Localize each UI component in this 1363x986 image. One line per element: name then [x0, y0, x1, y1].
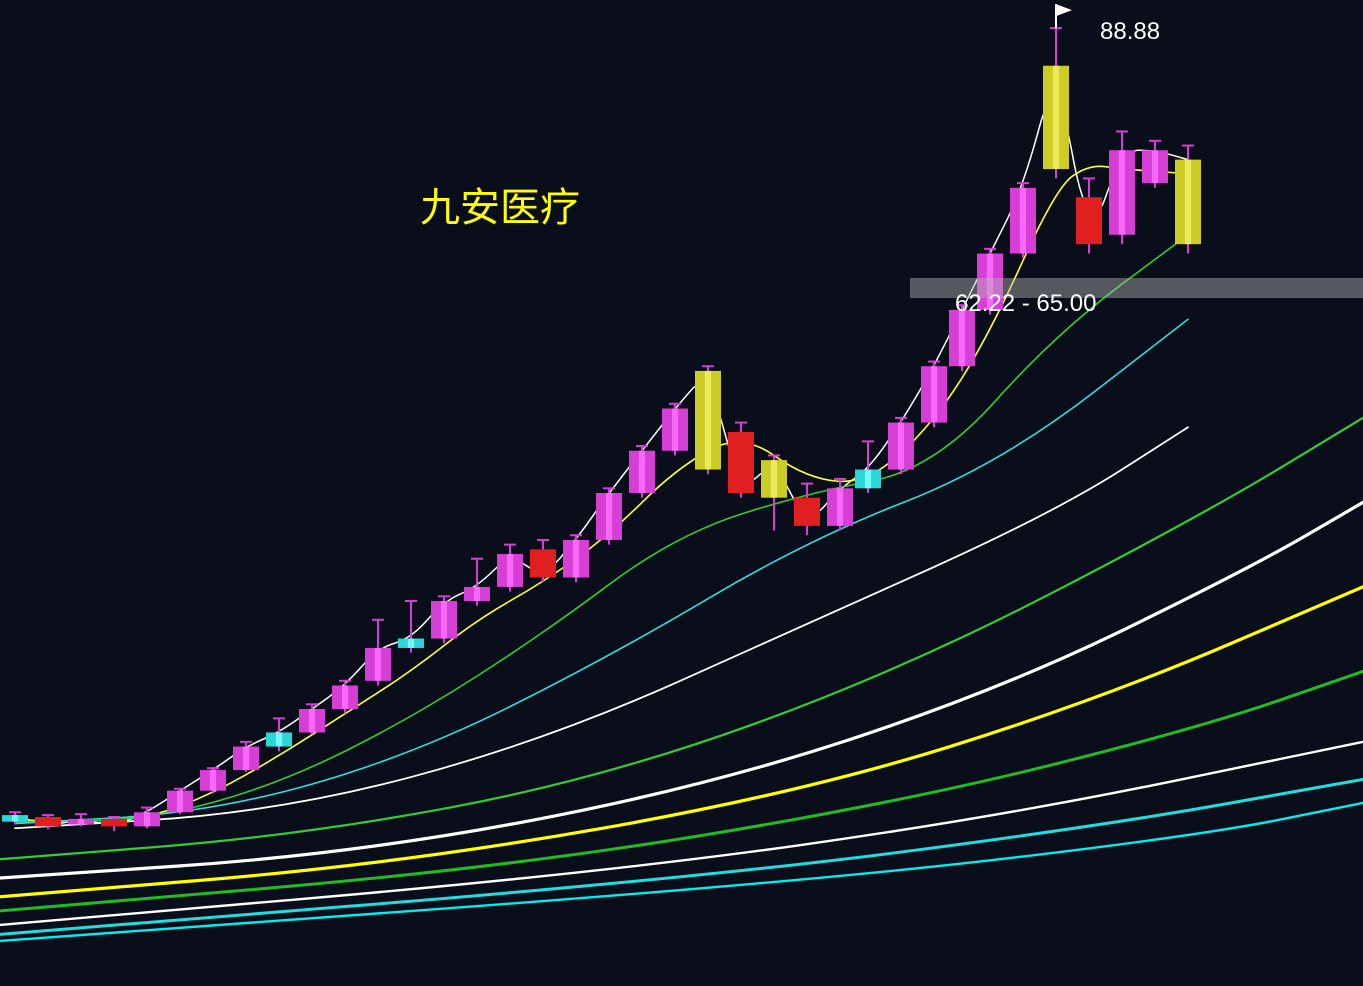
- ma250b: [0, 779, 1363, 934]
- ma20: [15, 319, 1188, 823]
- ma30: [15, 427, 1188, 828]
- ma250a: [0, 742, 1363, 925]
- candle-body: [530, 549, 556, 577]
- candle-body: [1076, 197, 1102, 244]
- ma180: [0, 671, 1363, 910]
- ma-lines: [0, 102, 1363, 941]
- ma250c: [0, 803, 1363, 941]
- candlestick-chart[interactable]: 九安医疗 88.8862.22 - 65.00: [0, 0, 1363, 986]
- ma60-b: [0, 502, 1363, 878]
- candle-body: [101, 819, 127, 827]
- candle-body: [35, 817, 61, 826]
- ma60-a: [0, 418, 1363, 859]
- candle-body: [728, 432, 754, 493]
- candle-body: [794, 498, 820, 526]
- candles: [2, 4, 1201, 831]
- ma120: [0, 587, 1363, 897]
- chart-svg: [0, 0, 1363, 986]
